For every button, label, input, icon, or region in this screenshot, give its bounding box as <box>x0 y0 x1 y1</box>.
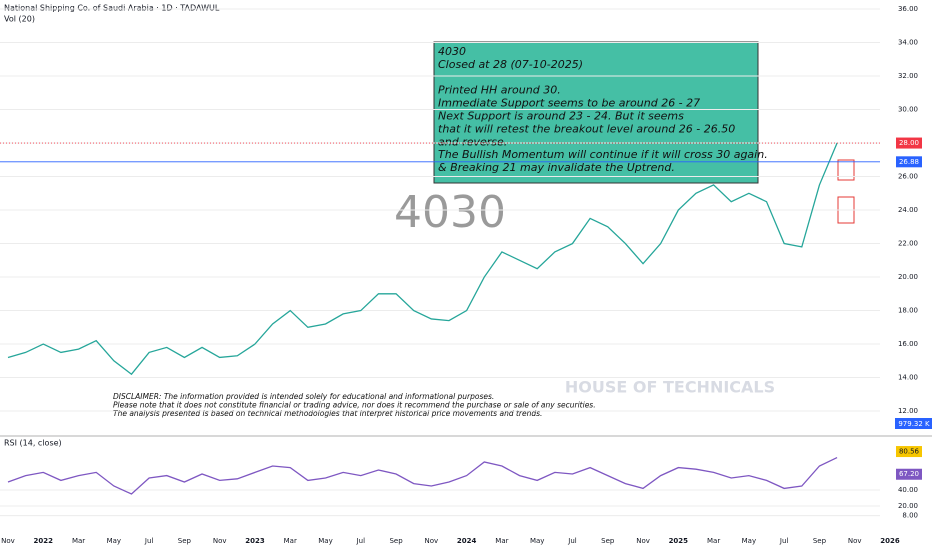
disclaimer-line: The analysis presented is based on techn… <box>113 409 542 418</box>
annotation-line: Printed HH around 30. <box>438 84 561 97</box>
price-chip-label: 26.88 <box>899 158 919 166</box>
volume-value: 979.32 K <box>898 420 930 428</box>
y-tick-label: 16.00 <box>898 340 918 348</box>
y-tick-label: 30.00 <box>898 106 918 114</box>
x-tick-label: Sep <box>389 537 403 545</box>
y-tick-label: 20.00 <box>898 273 918 281</box>
annotation-line: and reverse. <box>438 135 507 148</box>
price-chip <box>896 137 922 149</box>
disclaimer-line: DISCLAIMER: The information provided is … <box>113 392 494 401</box>
x-tick-label: May <box>107 537 121 545</box>
x-tick-label: 2023 <box>245 537 265 545</box>
y-tick-label: 24.00 <box>898 206 918 214</box>
watermark: 4030 <box>394 187 506 238</box>
x-tick-label: Jul <box>567 537 577 545</box>
x-tick-label: 2025 <box>669 537 689 545</box>
price-chip <box>896 156 922 168</box>
disclaimer: DISCLAIMER: The information provided is … <box>113 392 596 418</box>
disclaimer-line: Please note that it does not constitute … <box>113 401 596 410</box>
x-tick-label: Jul <box>356 537 366 545</box>
y-tick-label: 34.00 <box>898 39 918 47</box>
x-tick-label: Nov <box>636 537 650 545</box>
x-tick-label: Sep <box>601 537 615 545</box>
volume-chip <box>895 418 932 429</box>
y-tick-label: 14.00 <box>898 374 918 382</box>
annotation-line: Immediate Support seems to be around 26 … <box>438 97 700 110</box>
x-tick-label: Sep <box>178 537 192 545</box>
annotation-box <box>433 41 759 184</box>
x-tick-label: Mar <box>495 537 508 545</box>
x-tick-label: Nov <box>213 537 227 545</box>
x-tick-label: 2024 <box>457 537 477 545</box>
rsi-label: RSI (14, close) <box>4 439 62 448</box>
annotation-line: & Breaking 21 may invalidate the Uptrend… <box>438 161 675 174</box>
x-tick-label: Nov <box>848 537 862 545</box>
annotation-line: that it will retest the breakout level a… <box>438 122 735 135</box>
x-tick-label: 2026 <box>880 537 900 545</box>
x-tick-label: Jul <box>144 537 154 545</box>
y-tick-label: 40.00 <box>898 486 918 494</box>
x-tick-label: Nov <box>425 537 439 545</box>
x-tick-label: May <box>742 537 756 545</box>
y-tick-label: 18.00 <box>898 307 918 315</box>
annotation-line: 4030 <box>438 45 466 58</box>
x-tick-label: May <box>530 537 544 545</box>
value-chip <box>896 446 922 458</box>
annotation-line: Next Support is around 23 - 24. But it s… <box>438 110 684 123</box>
x-tick-label: Nov <box>1 537 15 545</box>
zone-box <box>837 159 855 181</box>
chart-title: National Shipping Co. of Saudi Arabia · … <box>4 4 220 13</box>
y-tick-label: 22.00 <box>898 240 918 248</box>
series-line <box>7 142 838 376</box>
x-tick-label: Mar <box>284 537 297 545</box>
value-chip-label: 80.56 <box>899 448 920 456</box>
x-tick-label: May <box>318 537 332 545</box>
x-tick-label: Mar <box>707 537 720 545</box>
series-line <box>7 456 838 495</box>
x-tick-label: Sep <box>813 537 827 545</box>
logo-text: HOUSE OF TECHNICALS <box>565 378 775 397</box>
y-tick-label: 20.00 <box>898 502 918 510</box>
y-tick-label: 12.00 <box>898 407 918 415</box>
y-tick-label: 36.00 <box>898 5 918 13</box>
price-chip-label: 28.00 <box>899 139 919 147</box>
annotation-line: Closed at 28 (07-10-2025) <box>438 58 583 71</box>
value-chip-label: 67.20 <box>899 470 919 478</box>
value-chip <box>896 468 922 480</box>
y-tick-label: 26.00 <box>898 173 918 181</box>
y-tick-label: 8.00 <box>902 512 918 520</box>
annotation-line: The Bullish Momentum will continue if it… <box>438 148 768 161</box>
x-tick-label: Mar <box>72 537 85 545</box>
y-tick-label: 32.00 <box>898 72 918 80</box>
x-tick-label: 2022 <box>34 537 54 545</box>
volume-label: Vol (20) <box>4 15 35 24</box>
x-tick-label: Jul <box>779 537 789 545</box>
